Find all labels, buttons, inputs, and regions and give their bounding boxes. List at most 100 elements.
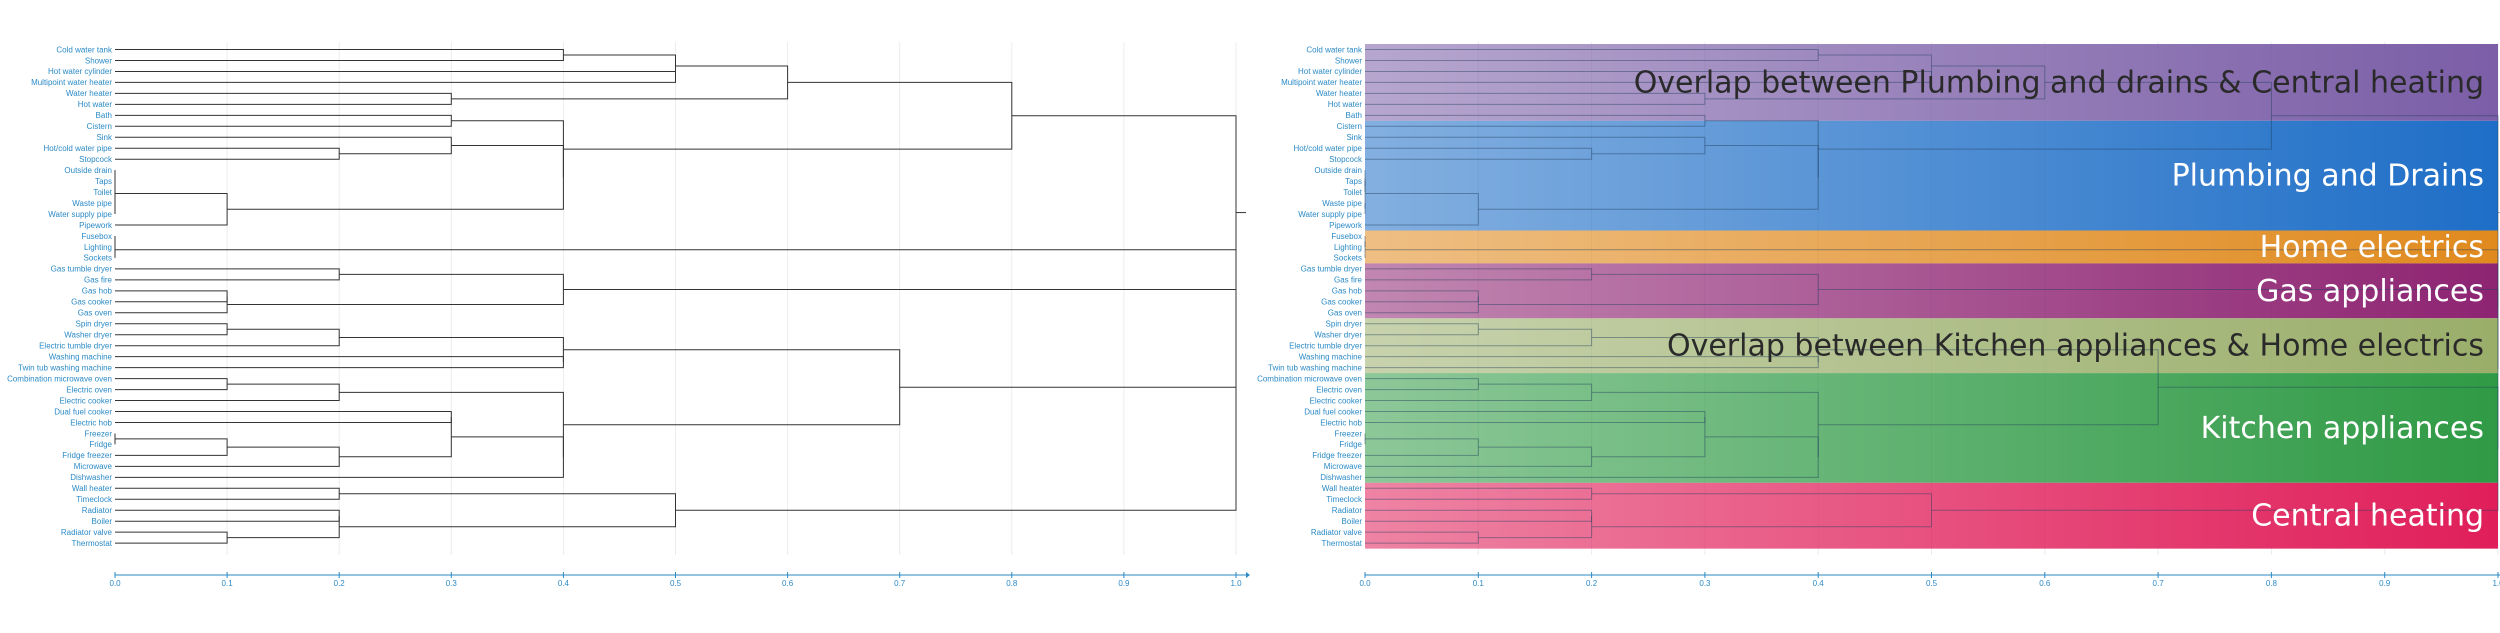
leaf-label: Gas hob	[82, 287, 113, 296]
cluster-band	[1365, 120, 2498, 231]
dendrogram-link	[1365, 487, 1593, 500]
leaf-label: Electric oven	[1316, 385, 1362, 394]
leaf-label: Washing machine	[49, 352, 113, 361]
dendrogram-link	[1818, 54, 1932, 77]
leaf-label: Electric tumble dryer	[39, 341, 112, 350]
leaf-label: Hot water cylinder	[48, 67, 112, 76]
x-tick-label: 0.5	[670, 579, 682, 588]
cluster-band-label: Plumbing and Drains	[2172, 159, 2484, 194]
leaf-label: Fusebox	[81, 232, 112, 241]
leaf-label: Taps	[1345, 177, 1362, 186]
dendrogram-link	[1365, 378, 1479, 391]
leaf-label: Cistern	[1337, 122, 1362, 131]
leaf-label: Pipework	[79, 221, 113, 230]
x-tick-label: 0.5	[1926, 579, 1938, 588]
dendrogram-link	[1011, 115, 1237, 310]
leaf-label: Shower	[1335, 56, 1362, 65]
leaf-label: Lighting	[84, 243, 112, 252]
leaf-label: Combination microwave oven	[7, 374, 112, 383]
leaf-label: Dishwasher	[70, 473, 112, 482]
leaf-label: Electric cooker	[60, 396, 113, 405]
leaf-label: Freezer	[84, 429, 112, 438]
x-tick-label: 0.9	[1118, 579, 1130, 588]
dendrogram-link	[1365, 436, 1819, 478]
dendrogram-link	[1365, 323, 1479, 336]
dendrogram-link	[1591, 493, 1932, 528]
leaf-label: Electric hob	[1320, 418, 1362, 427]
dendrogram-link	[1591, 336, 1819, 363]
dendrogram-link	[115, 531, 228, 544]
leaf-label: Spin dryer	[76, 320, 113, 329]
dendrogram-link	[563, 349, 901, 426]
leaf-label: Gas tumble dryer	[1301, 265, 1363, 274]
cluster-band	[1365, 373, 2498, 483]
x-tick-label: 0.7	[894, 579, 906, 588]
x-tick-label: 0.8	[2266, 579, 2278, 588]
leaf-label: Bath	[96, 111, 112, 120]
leaf-label: Multipoint water heater	[31, 78, 112, 87]
x-tick-label: 0.1	[1473, 579, 1485, 588]
dendrogram-link	[339, 336, 564, 363]
cluster-band	[1365, 482, 2498, 549]
leaf-label: Fridge	[89, 440, 112, 449]
dendrogram-link	[1931, 386, 2499, 511]
dendrogram-link	[1365, 438, 1479, 456]
dendrogram-link	[1818, 81, 2272, 150]
leaf-label: Outside drain	[1314, 166, 1362, 175]
leaf-label: Gas fire	[1334, 276, 1363, 285]
leaf-label: Electric oven	[66, 385, 112, 394]
leaf-label: Waste pipe	[1322, 199, 1362, 208]
cluster-band	[1365, 318, 2498, 374]
leaf-label: Microwave	[1324, 462, 1363, 471]
dendrogram-link	[115, 70, 676, 83]
dendrogram-link	[115, 378, 228, 391]
leaf-label: Wall heater	[1322, 484, 1363, 493]
cluster-band-label: Home electrics	[2260, 230, 2484, 265]
dendrogram-link	[451, 120, 564, 178]
dendrogram-link	[1365, 49, 1819, 61]
dendrogram-link	[1365, 114, 1706, 127]
leaf-label: Fridge freezer	[62, 451, 112, 460]
dendrogram-link	[115, 290, 228, 303]
dendrogram-link	[2271, 115, 2499, 310]
leaf-label: Hot water cylinder	[1298, 67, 1362, 76]
x-tick-label: 0.4	[1813, 579, 1825, 588]
x-tick-label: 0.2	[1586, 579, 1598, 588]
cluster-band-label: Overlap between Kitchen appliances & Hom…	[1667, 329, 2484, 364]
leaf-label: Freezer	[1334, 429, 1362, 438]
dendrogram-link	[1818, 288, 2499, 449]
dendrogram-link	[1365, 70, 1932, 83]
leaf-label: Sockets	[84, 254, 112, 263]
dendrogram-link	[115, 438, 228, 456]
dendrogram-link	[227, 515, 340, 539]
leaf-label: Fridge	[1339, 440, 1362, 449]
dendrogram-link	[1365, 92, 1706, 105]
leaf-label: Gas hob	[1332, 287, 1363, 296]
x-tick-label: 0.3	[1699, 579, 1711, 588]
dendrogram-link	[1818, 349, 2159, 426]
dendrogram-link	[675, 386, 1237, 511]
axis-arrow	[1246, 572, 1250, 578]
dendrogram-link	[115, 192, 228, 226]
leaf-label: Thermostat	[1322, 539, 1363, 548]
x-tick-label: 0.4	[558, 579, 570, 588]
dendrogram-link	[115, 296, 228, 314]
cluster-band-label: Gas appliances	[2256, 274, 2484, 309]
dendrogram-link	[115, 323, 228, 336]
dendrogram-link	[1365, 531, 1479, 544]
leaf-label: Sink	[1346, 133, 1363, 142]
leaf-label: Washing machine	[1299, 352, 1363, 361]
dendrogram-link	[1365, 356, 1819, 369]
dendrogram-left: Cold water tank Shower Hot water cylinder M…	[7, 42, 1250, 588]
leaf-label: Radiator	[1332, 506, 1363, 515]
dendrogram-link	[227, 144, 564, 210]
leaf-label: Gas oven	[1328, 309, 1362, 318]
dendrogram-link	[1365, 192, 1479, 226]
cluster-band	[1365, 44, 2498, 121]
dendrogram-right-annotated: Cold water tank Shower Hot water cylinder M…	[1257, 42, 2500, 588]
leaf-label: Wall heater	[72, 484, 113, 493]
leaf-label: Water supply pipe	[1298, 210, 1362, 219]
dendrogram-link	[1365, 328, 1593, 347]
leaf-label: Electric cooker	[1310, 396, 1363, 405]
